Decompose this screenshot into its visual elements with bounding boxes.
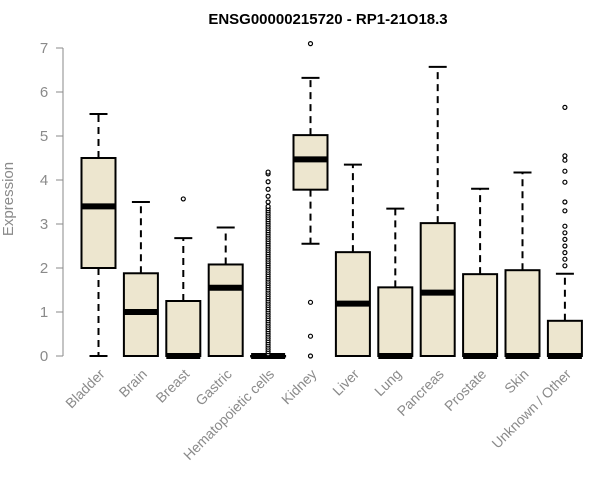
box-unknown-other bbox=[546, 104, 583, 359]
outlier-point bbox=[562, 104, 568, 111]
y-tick-label: 0 bbox=[40, 348, 48, 365]
outlier-point bbox=[307, 353, 314, 359]
y-tick-label: 2 bbox=[40, 260, 48, 277]
outlier-point bbox=[562, 243, 568, 249]
outlier-point bbox=[562, 168, 568, 174]
y-tick-label: 5 bbox=[40, 128, 48, 145]
box-brain bbox=[122, 201, 159, 357]
x-tick-label: Prostate bbox=[441, 366, 489, 414]
box bbox=[165, 300, 202, 357]
y-tick-label: 3 bbox=[40, 216, 48, 233]
x-tick-label: Bladder bbox=[62, 366, 108, 412]
outlier-point bbox=[562, 263, 568, 269]
outlier-point bbox=[265, 199, 271, 205]
x-tick-label: Unknown / Other bbox=[488, 366, 574, 452]
box-gastric bbox=[207, 226, 244, 358]
outlier-point bbox=[562, 230, 568, 236]
chart-title: ENSG00000215720 - RP1-21O18.3 bbox=[208, 11, 447, 28]
box-bladder bbox=[80, 113, 117, 357]
outlier-point bbox=[307, 40, 314, 47]
box-lung bbox=[377, 207, 414, 359]
outlier-point bbox=[562, 153, 568, 159]
outlier-point bbox=[265, 179, 271, 185]
x-tick-label: Skin bbox=[501, 366, 532, 397]
box-hematopoietic-cells bbox=[250, 169, 287, 359]
outlier-point bbox=[562, 256, 568, 262]
box-liver bbox=[334, 163, 371, 357]
outlier-point bbox=[265, 169, 271, 175]
x-tick-label: Pancreas bbox=[394, 366, 447, 419]
box-breast bbox=[165, 196, 202, 359]
y-tick-label: 6 bbox=[40, 84, 48, 101]
x-tick-label: Kidney bbox=[278, 366, 320, 408]
box-pancreas bbox=[419, 65, 456, 357]
outlier-point bbox=[562, 250, 568, 256]
outlier-point bbox=[562, 223, 568, 229]
box bbox=[462, 273, 499, 357]
outlier-point bbox=[562, 157, 568, 163]
box bbox=[419, 222, 456, 357]
plot-area bbox=[80, 40, 583, 359]
x-tick-label: Brain bbox=[116, 366, 150, 400]
y-axis-label: Expression bbox=[0, 162, 17, 236]
outlier-point bbox=[180, 196, 186, 202]
box bbox=[504, 269, 541, 358]
x-tick-label: Lung bbox=[371, 366, 404, 399]
box-kidney bbox=[292, 40, 329, 359]
box bbox=[292, 134, 329, 191]
y-axis: 0 1 2 3 4 5 6 7 bbox=[40, 40, 64, 365]
y-tick-label: 7 bbox=[40, 40, 48, 57]
y-tick-label: 4 bbox=[40, 172, 48, 189]
y-tick-label: 1 bbox=[40, 304, 48, 321]
x-tick-label: Liver bbox=[329, 366, 362, 399]
outlier-point bbox=[562, 208, 568, 214]
box-prostate bbox=[462, 187, 499, 359]
box bbox=[546, 319, 583, 357]
outlier-point bbox=[562, 236, 568, 242]
box bbox=[80, 157, 117, 269]
outlier-point bbox=[562, 179, 568, 185]
outlier-point bbox=[307, 299, 314, 305]
outlier-point bbox=[265, 193, 271, 199]
box-skin bbox=[504, 171, 541, 359]
outlier-point bbox=[562, 199, 568, 205]
outlier-point bbox=[307, 333, 314, 339]
x-tick-label: Breast bbox=[152, 366, 192, 406]
box bbox=[377, 286, 414, 357]
box bbox=[207, 263, 244, 358]
outlier-point bbox=[265, 203, 271, 209]
outlier-point bbox=[265, 186, 271, 192]
